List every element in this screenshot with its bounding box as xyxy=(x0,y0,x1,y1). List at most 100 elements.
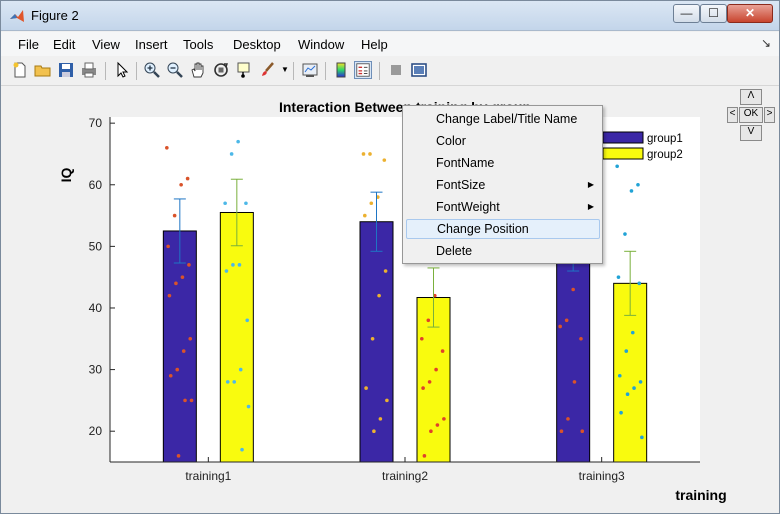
data-point xyxy=(245,318,250,323)
data-point xyxy=(179,182,183,187)
hide-plot-tools-icon[interactable] xyxy=(387,61,405,79)
ctx-delete[interactable]: Delete xyxy=(406,241,600,261)
data-point xyxy=(172,213,177,218)
ctx-item-label: Change Label/Title Name xyxy=(436,112,578,126)
data-point xyxy=(185,176,190,181)
data-point xyxy=(165,146,169,150)
data-point xyxy=(175,367,180,372)
data-point xyxy=(363,213,367,218)
menu-overflow-icon[interactable]: ↘ xyxy=(761,36,772,50)
title-bar[interactable]: Figure 2 — ☐ ✕ xyxy=(1,1,779,31)
nav-down-button[interactable]: V xyxy=(740,125,762,141)
menu-desktop[interactable]: Desktop xyxy=(233,37,281,52)
data-point xyxy=(435,423,440,427)
data-point xyxy=(632,386,636,390)
data-point xyxy=(421,386,425,390)
menu-bar: File Edit View Insert Tools Desktop Wind… xyxy=(1,32,779,56)
zoom-in-icon[interactable] xyxy=(143,61,161,79)
legend-icon[interactable] xyxy=(354,61,372,79)
data-point xyxy=(427,380,432,384)
menu-view[interactable]: View xyxy=(92,37,120,52)
data-point xyxy=(188,336,193,341)
menu-edit[interactable]: Edit xyxy=(53,37,76,52)
print-icon[interactable] xyxy=(80,61,98,79)
menu-insert[interactable]: Insert xyxy=(135,37,168,52)
toolbar-separator xyxy=(136,62,137,80)
pan-icon[interactable] xyxy=(189,61,207,79)
pointer-icon[interactable] xyxy=(113,61,131,79)
zoom-out-icon[interactable] xyxy=(166,61,184,79)
data-point xyxy=(615,164,619,169)
y-tick-label: 30 xyxy=(89,363,103,377)
data-point xyxy=(382,158,387,162)
data-point xyxy=(420,336,424,341)
ctx-item-label: FontWeight xyxy=(436,200,500,214)
legend-swatch xyxy=(602,147,644,160)
data-point xyxy=(361,152,366,156)
ctx-color[interactable]: Color xyxy=(406,131,600,151)
brush-icon[interactable] xyxy=(259,61,277,79)
data-point xyxy=(580,429,585,433)
data-point xyxy=(183,398,187,403)
data-point xyxy=(625,392,630,397)
data-point xyxy=(422,454,427,458)
legend-label: group2 xyxy=(647,149,683,161)
data-point xyxy=(440,349,445,353)
maximize-button[interactable]: ☐ xyxy=(700,4,727,23)
menu-window[interactable]: Window xyxy=(298,37,345,52)
rotate-3d-icon[interactable] xyxy=(212,61,230,79)
link-plot-icon[interactable] xyxy=(301,61,319,79)
y-tick-label: 40 xyxy=(89,301,103,315)
data-point xyxy=(619,410,623,415)
navigation-pad: Λ < OK > V xyxy=(727,89,775,141)
data-point xyxy=(224,269,229,273)
ctx-fontweight[interactable]: FontWeight ▶ xyxy=(406,197,600,217)
data-point xyxy=(572,380,577,384)
open-file-icon[interactable] xyxy=(34,61,52,79)
bar xyxy=(162,230,197,463)
ctx-change-label-title[interactable]: Change Label/Title Name xyxy=(406,109,600,129)
x-tick-label: training2 xyxy=(382,469,428,483)
brush-dropdown-icon[interactable]: ▼ xyxy=(281,65,289,74)
data-point xyxy=(564,318,569,323)
nav-left-button[interactable]: < xyxy=(727,107,738,123)
new-figure-icon[interactable] xyxy=(11,61,29,79)
bar xyxy=(219,211,254,463)
data-point xyxy=(167,293,172,298)
close-button[interactable]: ✕ xyxy=(727,4,773,23)
minimize-button[interactable]: — xyxy=(673,4,700,23)
toolbar-separator xyxy=(325,62,326,80)
save-icon[interactable] xyxy=(57,61,75,79)
ctx-change-position[interactable]: Change Position xyxy=(406,219,600,239)
ctx-fontsize[interactable]: FontSize ▶ xyxy=(406,175,600,195)
data-point xyxy=(225,380,230,384)
data-point xyxy=(231,263,235,267)
figure-canvas[interactable]: training1 training2 training3 20 30 40 50 60 70 I… xyxy=(9,87,773,511)
colorbar-icon[interactable] xyxy=(332,61,350,79)
legend-label: group1 xyxy=(647,133,683,145)
nav-right-button[interactable]: > xyxy=(764,107,775,123)
ctx-item-label: FontName xyxy=(436,156,495,170)
nav-up-button[interactable]: Λ xyxy=(740,89,762,105)
data-point xyxy=(238,367,243,372)
data-point xyxy=(181,349,186,353)
data-point xyxy=(232,380,237,384)
nav-ok-button[interactable]: OK xyxy=(739,107,763,123)
menu-help[interactable]: Help xyxy=(361,37,388,52)
ctx-item-label: Change Position xyxy=(437,222,529,236)
figure-toolbar: ▼ xyxy=(1,56,779,86)
data-point xyxy=(617,373,622,378)
data-cursor-icon[interactable] xyxy=(235,61,253,79)
data-point xyxy=(630,330,635,335)
x-axis-label: training xyxy=(675,487,726,503)
ctx-fontname[interactable]: FontName xyxy=(406,153,600,173)
data-point xyxy=(616,275,621,279)
toolbar-separator xyxy=(293,62,294,80)
menu-file[interactable]: File xyxy=(18,37,39,52)
show-plot-tools-icon[interactable] xyxy=(410,61,428,79)
data-point xyxy=(168,373,173,378)
bar-chart[interactable]: training1 training2 training3 20 30 40 50 60 70 I… xyxy=(9,87,773,511)
menu-tools[interactable]: Tools xyxy=(183,37,214,52)
y-tick-label: 50 xyxy=(89,239,103,253)
